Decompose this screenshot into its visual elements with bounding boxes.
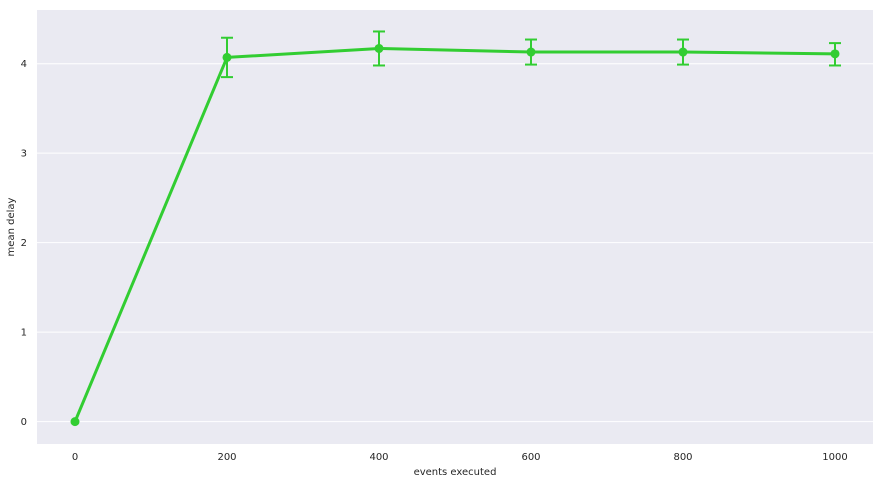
x-tick-label: 400 (369, 452, 388, 463)
y-tick-label: 4 (21, 59, 27, 70)
y-axis-label: mean delay (6, 197, 17, 256)
x-tick-labels: 0 200 400 600 800 1000 (72, 452, 848, 463)
data-point (374, 43, 384, 53)
y-tick-label: 2 (21, 238, 27, 249)
x-axis-label: events executed (414, 467, 497, 478)
plot-background (37, 10, 873, 444)
x-tick-label: 200 (217, 452, 236, 463)
data-point (222, 52, 232, 62)
y-tick-label: 0 (21, 417, 27, 428)
data-point (70, 417, 80, 427)
y-tick-label: 3 (21, 149, 27, 160)
data-point (830, 49, 840, 59)
data-point (678, 47, 688, 57)
x-tick-label: 600 (521, 452, 540, 463)
series-line (73, 46, 836, 423)
x-tick-label: 1000 (822, 452, 847, 463)
gridlines (37, 63, 873, 423)
x-tick-label: 0 (72, 452, 78, 463)
y-tick-label: 1 (21, 328, 27, 339)
data-points (70, 43, 840, 427)
x-tick-label: 800 (673, 452, 692, 463)
y-tick-labels: 0 1 2 3 4 (21, 59, 27, 428)
data-point (526, 47, 536, 57)
